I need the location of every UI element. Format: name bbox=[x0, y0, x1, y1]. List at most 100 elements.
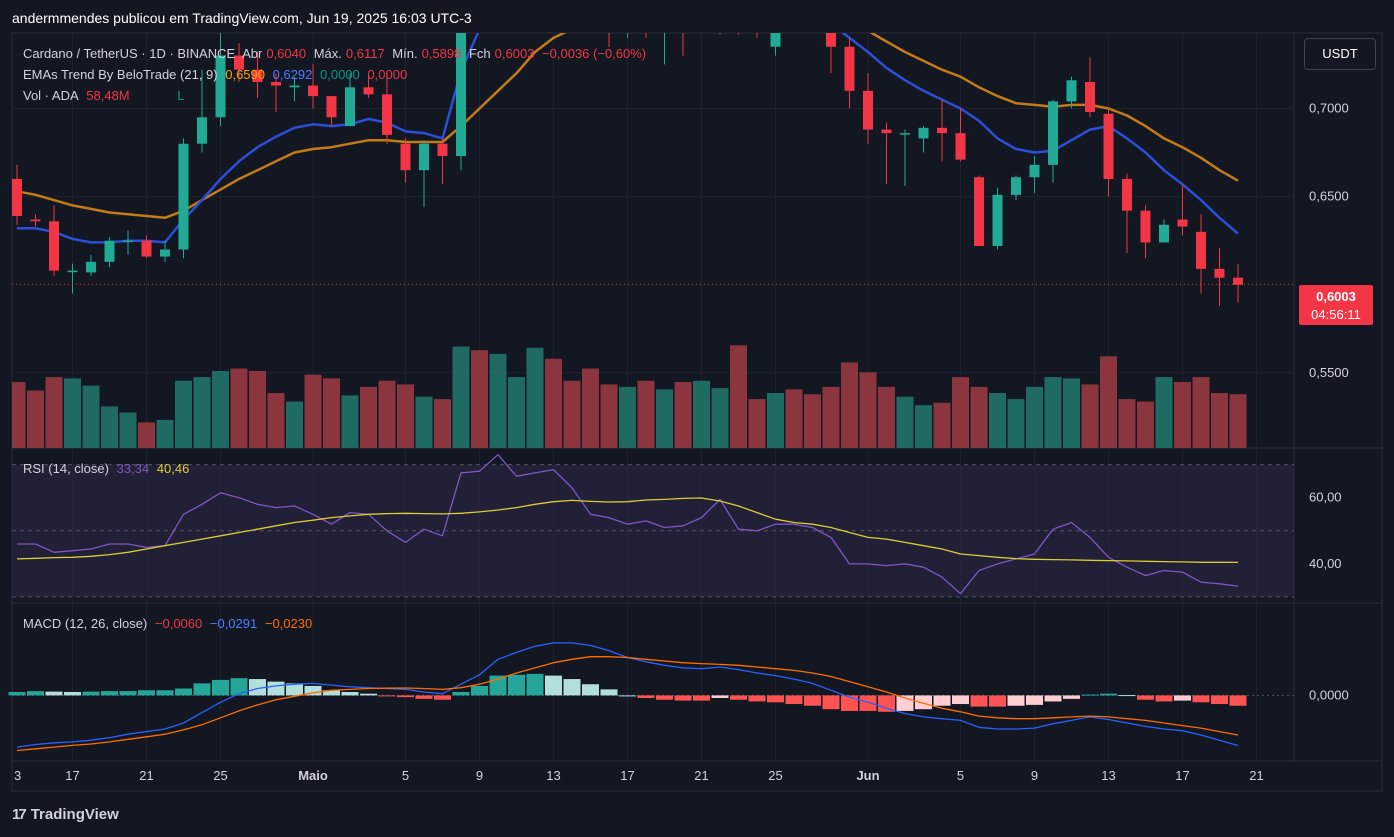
volume-bar bbox=[1044, 377, 1062, 448]
candle-body bbox=[1048, 101, 1058, 165]
volume-bar bbox=[656, 389, 673, 448]
volume-bar bbox=[1081, 384, 1099, 448]
volume-bar bbox=[748, 399, 766, 448]
candle-body bbox=[1085, 82, 1095, 112]
macd-tick-label: 0,0000 bbox=[1309, 687, 1349, 702]
macd-hist-bar bbox=[360, 693, 377, 696]
macd-hist-bar bbox=[619, 695, 636, 697]
candle-body bbox=[937, 127, 947, 134]
ema-legend-title: EMAs Trend By BeloTrade (21, 9) bbox=[23, 67, 218, 82]
low-value: 0,5898 bbox=[421, 46, 462, 61]
candle-body bbox=[197, 117, 207, 144]
candle-body bbox=[104, 240, 115, 262]
price-tick-label: 0,6500 bbox=[1309, 189, 1349, 204]
candle-body bbox=[1196, 231, 1206, 269]
close-value: 0,6003 bbox=[494, 46, 535, 61]
candle-body bbox=[697, 0, 707, 20]
candle-body bbox=[1140, 210, 1151, 243]
volume-bar bbox=[230, 368, 248, 448]
candle-body bbox=[419, 143, 429, 171]
rsi-ma-value: 40,46 bbox=[156, 461, 190, 476]
candle-body bbox=[1103, 113, 1114, 179]
volume-bar bbox=[1174, 382, 1191, 448]
volume-bar bbox=[545, 358, 562, 448]
tradingview-brand[interactable]: 17 TradingView bbox=[12, 806, 119, 823]
volume-bar bbox=[267, 393, 285, 448]
candle-body bbox=[808, 26, 818, 28]
candle-body bbox=[789, 20, 799, 25]
candle-body bbox=[67, 270, 78, 273]
volume-bar bbox=[64, 378, 81, 448]
time-tick-label: 9 bbox=[1031, 768, 1038, 783]
volume-bar bbox=[674, 382, 692, 448]
volume-bar bbox=[896, 396, 914, 448]
macd-hist-bar bbox=[1137, 695, 1154, 700]
macd-hist-bar bbox=[249, 679, 266, 696]
volume-bar bbox=[711, 388, 729, 448]
macd-hist-bar bbox=[286, 683, 303, 696]
candle-body bbox=[49, 221, 59, 271]
candle-body bbox=[271, 82, 281, 86]
volume-bar bbox=[989, 393, 1006, 448]
volume-bar bbox=[1007, 399, 1025, 448]
volume-bar bbox=[600, 384, 618, 448]
macd-hist-bar bbox=[434, 695, 451, 700]
volume-legend[interactable]: Vol · ADA 58,48M L bbox=[23, 88, 189, 103]
volume-bar bbox=[156, 419, 174, 448]
currency-button[interactable]: USDT bbox=[1304, 38, 1376, 70]
volume-bar bbox=[1229, 394, 1247, 448]
macd-hist-bar bbox=[730, 695, 747, 700]
macd-hist-bar bbox=[785, 695, 803, 705]
macd-hist-bar bbox=[748, 695, 766, 702]
candle-body bbox=[1233, 277, 1243, 285]
macd-hist-bar bbox=[397, 695, 414, 698]
macd-hist-bar bbox=[64, 691, 81, 696]
macd-hist-bar bbox=[674, 695, 692, 701]
time-tick-label: 25 bbox=[768, 768, 782, 783]
volume-bar bbox=[82, 385, 100, 448]
macd-legend[interactable]: MACD (12, 26, close) −0,0060 −0,0291 −0,… bbox=[23, 616, 316, 631]
macd-hist-bar bbox=[526, 673, 544, 696]
rsi-legend[interactable]: RSI (14, close) 33,34 40,46 bbox=[23, 461, 193, 476]
volume-bars bbox=[12, 345, 1247, 448]
volume-bar bbox=[859, 372, 877, 448]
candle-body bbox=[215, 55, 226, 118]
time-tick-label: 17 bbox=[1175, 768, 1189, 783]
symbol-legend[interactable]: Cardano / TetherUS · 1D · BINANCE Abr 0,6… bbox=[23, 46, 650, 61]
rsi-tick-label: 60,00 bbox=[1309, 490, 1342, 505]
volume-bar bbox=[619, 386, 636, 448]
macd-hist-value: −0,0060 bbox=[154, 616, 203, 631]
candle-body bbox=[678, 17, 688, 21]
candle-body bbox=[400, 143, 411, 171]
volume-bar bbox=[508, 377, 525, 448]
ema-value-3: 0,0000 bbox=[320, 67, 360, 82]
axis-labels: 0,7000 0,6500 0,5500 60,00 40,00 0,0000 3 17 21 2… bbox=[14, 100, 1349, 783]
candle-body bbox=[623, 0, 633, 29]
candle-body bbox=[863, 90, 873, 130]
volume-bar bbox=[286, 401, 303, 448]
macd-hist-bar bbox=[8, 691, 26, 696]
volume-bar bbox=[1100, 356, 1117, 448]
macd-hist-bar bbox=[989, 695, 1006, 707]
candle-body bbox=[1214, 268, 1225, 278]
ema-legend[interactable]: EMAs Trend By BeloTrade (21, 9) 0,6590 0… bbox=[23, 67, 411, 82]
countdown-label: 04:56:11 bbox=[1311, 307, 1361, 322]
change-value: −0,0036 (−0,60%) bbox=[542, 46, 647, 61]
volume-legend-title: Vol · ADA bbox=[23, 88, 79, 103]
macd-hist-bar bbox=[656, 695, 673, 700]
last-price-tag bbox=[1299, 285, 1373, 325]
volume-bar bbox=[1155, 377, 1173, 448]
time-tick-label: Jun bbox=[856, 768, 879, 783]
volume-bar bbox=[471, 350, 488, 448]
candle-body bbox=[437, 143, 448, 157]
volume-bar bbox=[804, 394, 821, 448]
candle-body bbox=[992, 194, 1003, 246]
ema-marker: L bbox=[177, 88, 185, 103]
macd-hist-bar bbox=[970, 695, 988, 707]
candle-body bbox=[234, 55, 244, 70]
volume-value: 58,48M bbox=[86, 88, 130, 103]
open-value: 0,6040 bbox=[266, 46, 307, 61]
time-tick-label: 5 bbox=[402, 768, 409, 783]
time-tick-label: 21 bbox=[694, 768, 708, 783]
